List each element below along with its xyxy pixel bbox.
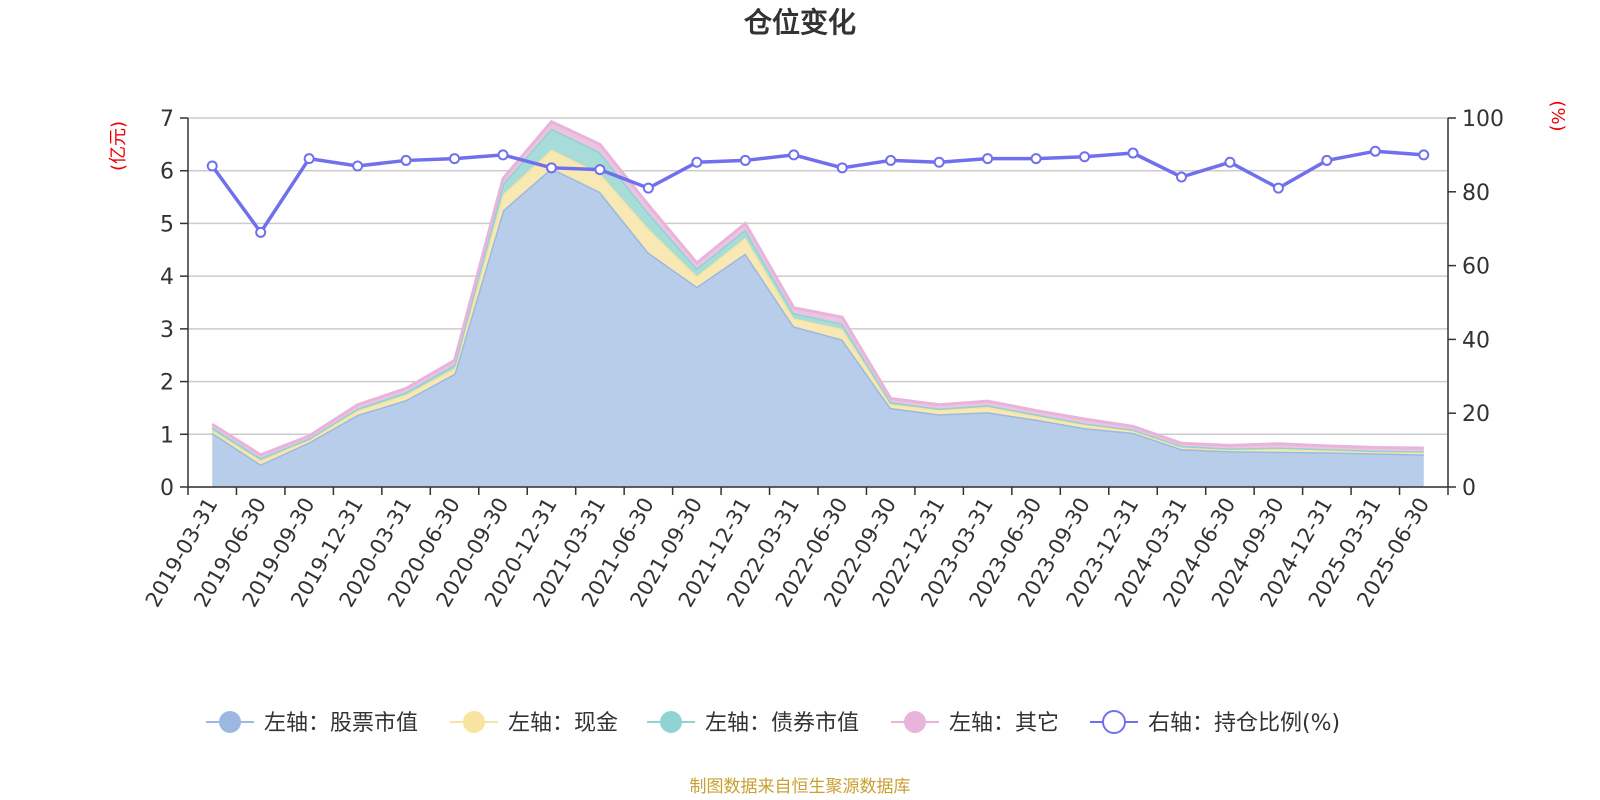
right-tick-label: 100 [1462,107,1504,132]
left-tick-label: 7 [160,107,174,132]
legend-label: 右轴：持仓比例(%) [1148,711,1340,736]
ratio-point [1079,151,1091,163]
ratio-point [206,160,218,172]
legend-label: 左轴：股票市值 [264,711,418,736]
ratio-point [1224,156,1236,168]
legend-label: 左轴：现金 [508,711,618,736]
ratio-point [1418,149,1430,161]
left-tick-label: 5 [160,212,174,237]
legend-item[interactable]: 右轴：持仓比例(%) [1090,710,1340,736]
area-series-0 [212,168,1424,488]
ratio-point [788,149,800,161]
legend-item[interactable]: 左轴：债券市值 [647,711,859,736]
right-axis-unit: (%) [1547,100,1568,131]
ratio-point [1030,153,1042,165]
legend-marker [1102,710,1126,734]
legend-marker [219,711,241,733]
left-tick-label: 4 [160,265,174,290]
legend-item[interactable]: 左轴：现金 [450,711,618,736]
ratio-point [982,153,994,165]
left-tick-label: 2 [160,371,174,396]
legend-marker [463,711,485,733]
left-tick-label: 3 [160,318,174,343]
stacked-areas [211,119,1424,488]
ratio-point [400,154,412,166]
right-tick-label: 0 [1462,476,1476,501]
ratio-point [1369,145,1381,157]
legend: 左轴：股票市值 左轴：现金 左轴：债券市值 左轴：其它 右轴：持仓比例(%) [206,710,1340,736]
ratio-point [303,153,315,165]
left-axis-unit: (亿元) [108,121,129,171]
data-source-note: 制图数据来自恒生聚源数据库 [690,777,911,797]
legend-item[interactable]: 左轴：股票市值 [206,711,418,736]
ratio-point [933,156,945,168]
right-tick-label: 20 [1462,402,1490,427]
ratio-point [352,160,364,172]
right-tick-label: 40 [1462,328,1490,353]
ratio-point [739,154,751,166]
ratio-point [836,162,848,174]
ratio-point [255,226,267,238]
ratio-point [1272,182,1284,194]
legend-item[interactable]: 左轴：其它 [891,711,1059,736]
chart-title: 仓位变化 [744,6,856,39]
legend-label: 左轴：其它 [949,711,1059,736]
ratio-point [545,162,557,174]
legend-marker [904,711,926,733]
legend-label: 左轴：债券市值 [705,711,859,736]
area-edge-series-3 [211,119,1424,457]
ratio-point [1127,147,1139,159]
right-tick-label: 60 [1462,255,1490,280]
legend-marker [660,711,682,733]
right-tick-label: 80 [1462,181,1490,206]
ratio-series-line [210,149,1424,236]
ratio-point [691,156,703,168]
ratio-point [1321,154,1333,166]
ratio-point [497,149,509,161]
left-tick-label: 6 [160,160,174,185]
ratio-point [449,153,461,165]
ratio-line [206,145,1430,238]
ratio-point [1175,171,1187,183]
left-tick-label: 1 [160,423,174,448]
ratio-point [594,164,606,176]
left-tick-label: 0 [160,476,174,501]
ratio-point [885,154,897,166]
ratio-point [642,182,654,194]
